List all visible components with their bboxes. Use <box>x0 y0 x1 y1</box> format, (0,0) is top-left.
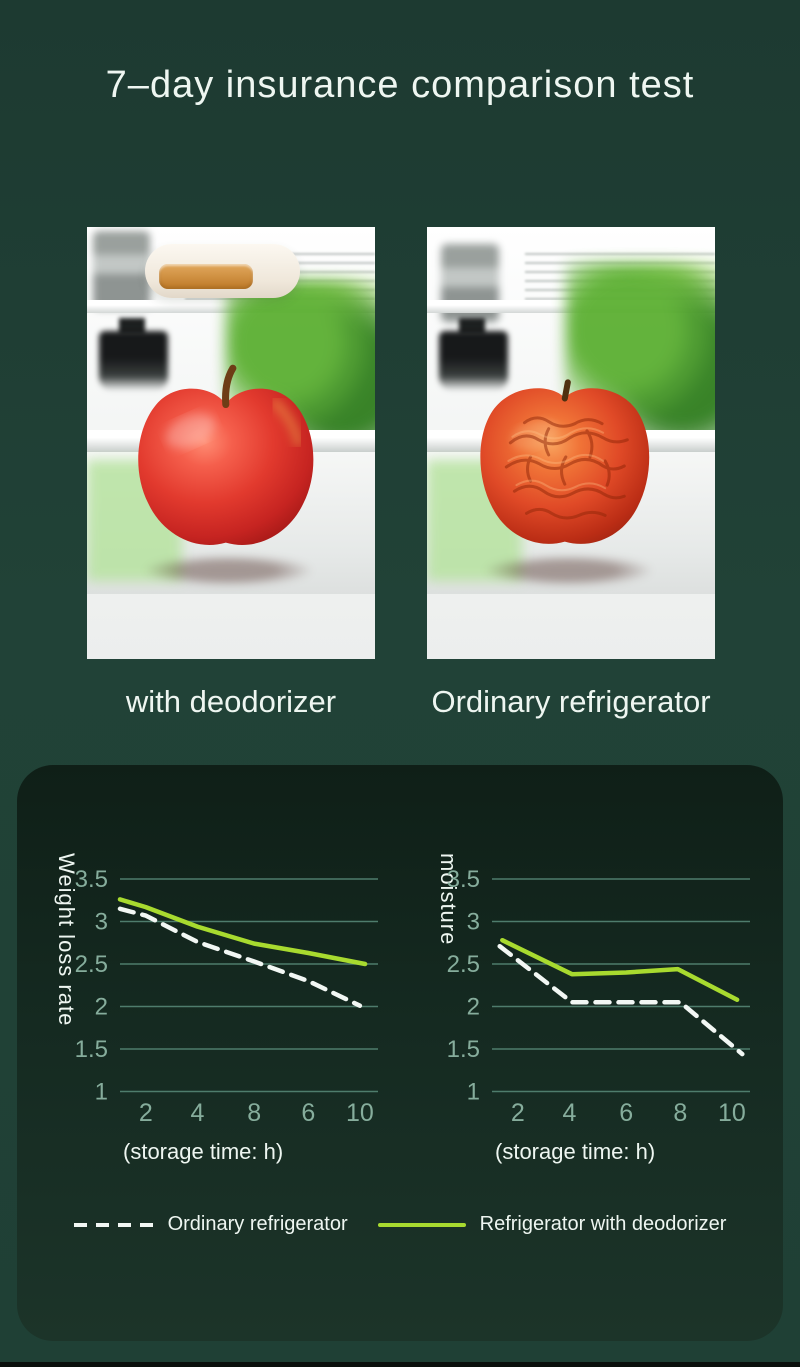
y-tick-label: 3 <box>467 909 480 936</box>
deodorizer-vent-window <box>158 263 254 289</box>
x-tick-label: 10 <box>346 1099 374 1127</box>
series-line-ordinary-refrigerator <box>497 943 745 1057</box>
bottle-silhouette <box>98 330 168 392</box>
series-line-refrigerator-with-deodorizer <box>117 897 368 967</box>
y-tick-label: 1.5 <box>447 1036 480 1063</box>
photo-with-deodorizer <box>87 227 375 659</box>
blurred-jar <box>92 231 151 310</box>
photo-label-ordinary-refrigerator: Ordinary refrigerator <box>431 684 711 719</box>
y-tick-label: 2.5 <box>447 951 480 978</box>
x-tick-label: 4 <box>190 1099 204 1127</box>
weight-loss-rate-chart: 3.5 3 2.5 2 1.5 1 2 4 8 6 10 <box>75 866 378 1127</box>
y-axis-label-weight-loss-rate: Weight loss rate <box>54 853 79 1027</box>
chart-legend: Ordinary refrigerator Refrigerator with … <box>17 1213 783 1236</box>
y-tick-label: 2.5 <box>75 951 108 978</box>
wrinkled-apple-image <box>480 378 650 544</box>
x-tick-label: 8 <box>673 1099 687 1127</box>
y-tick-label: 1 <box>95 1079 108 1106</box>
x-tick-label: 10 <box>718 1099 746 1127</box>
x-tick-label: 2 <box>139 1099 153 1127</box>
x-axis-label-left: (storage time: h) <box>123 1139 284 1164</box>
y-tick-label: 2 <box>95 994 108 1021</box>
deodorizer-device <box>144 244 301 299</box>
apple-reflection <box>484 555 652 586</box>
photo-label-with-deodorizer: with deodorizer <box>125 684 337 719</box>
legend-label-ordinary-refrigerator: Ordinary refrigerator <box>167 1213 348 1235</box>
bottom-edge-strip <box>0 1362 800 1367</box>
y-axis-label-moisture: moisture <box>436 853 461 946</box>
y-tick-label: 3 <box>95 909 108 936</box>
legend-label-refrigerator-with-deodorizer: Refrigerator with deodorizer <box>479 1213 727 1235</box>
y-tick-label: 3.5 <box>75 866 108 893</box>
wrinkle-highlights <box>507 426 607 491</box>
y-tick-label: 3.5 <box>447 866 480 893</box>
series-line-ordinary-refrigerator <box>117 906 363 1008</box>
legend-dashed-line-sample <box>73 1222 154 1227</box>
wrinkle-lines <box>505 415 630 520</box>
photo-ordinary-refrigerator <box>427 227 715 659</box>
x-tick-label: 8 <box>247 1099 261 1127</box>
y-tick-label: 1 <box>467 1079 480 1106</box>
page-title: 7–day insurance comparison test <box>105 64 695 106</box>
y-tick-label: 1.5 <box>75 1036 108 1063</box>
x-tick-label: 2 <box>511 1099 525 1127</box>
apple-reflection <box>144 555 312 586</box>
x-tick-label: 4 <box>562 1099 576 1127</box>
y-tick-label: 2 <box>467 994 480 1021</box>
bottle-cap-silhouette <box>458 317 485 335</box>
series-line-refrigerator-with-deodorizer <box>500 937 740 1002</box>
bottle-cap-silhouette <box>118 317 145 335</box>
fresh-apple-image <box>138 364 314 545</box>
legend-solid-line-sample <box>377 1222 466 1227</box>
moisture-chart: 3.5 3 2.5 2 1.5 1 2 4 6 8 10 <box>447 866 750 1127</box>
x-tick-label: 6 <box>619 1099 633 1127</box>
x-tick-label: 6 <box>301 1099 315 1127</box>
chart-panel: Weight loss rate 3.5 3 2.5 2 1.5 1 2 4 8 6 10 (sto… <box>17 765 783 1341</box>
bottle-silhouette <box>438 330 508 392</box>
x-axis-label-right: (storage time: h) <box>495 1139 656 1164</box>
